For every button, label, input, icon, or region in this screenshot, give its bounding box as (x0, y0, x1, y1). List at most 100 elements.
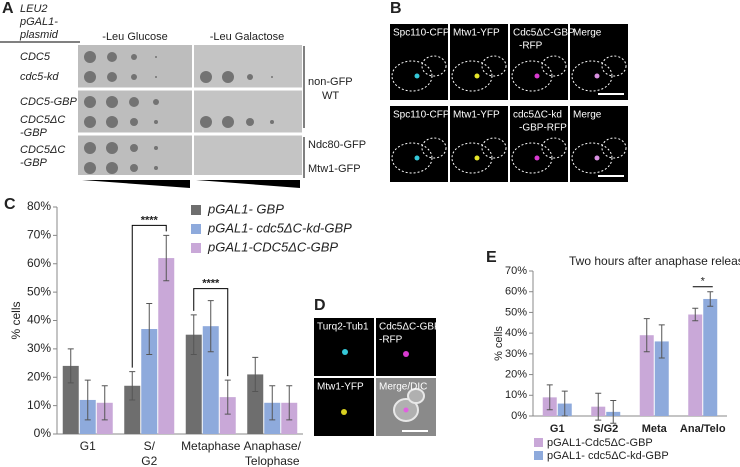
bar (185, 334, 202, 434)
signal-spot (342, 349, 348, 355)
panel-letter: C (4, 196, 16, 213)
plate (194, 45, 302, 175)
y-tick-label: 70% (505, 265, 527, 277)
panel-letter: D (314, 297, 326, 314)
y-tick-label: 10% (505, 389, 527, 401)
y-tick-label: 30% (27, 341, 51, 355)
yeast-spot (129, 97, 139, 107)
significance-label: **** (202, 278, 220, 290)
bar (688, 314, 703, 416)
significance-label: **** (141, 214, 159, 226)
y-tick-label: 0% (511, 410, 527, 422)
row-label: CDC5 (20, 51, 51, 63)
error-bar (146, 302, 153, 356)
header-label: plasmid (19, 29, 59, 41)
cell-outline (541, 137, 567, 159)
yeast-spot (222, 71, 234, 83)
y-tick-label: 40% (27, 313, 51, 327)
signal-spot (341, 409, 347, 415)
cell-outline (481, 137, 507, 159)
yeast-spot (247, 74, 253, 80)
cell-outline (571, 142, 613, 174)
cell-outline (601, 137, 627, 159)
legend-label: pGAL1-CDC5ΔC-GBP (207, 239, 338, 254)
error-bar (546, 384, 553, 411)
yeast-spot (154, 146, 158, 150)
x-tick-label: Anaphase/Telophase (244, 439, 302, 467)
channel-label: Mtw1-YFP (453, 110, 500, 121)
y-tick-label: 20% (505, 368, 527, 380)
yeast-spot (200, 116, 212, 128)
yeast-spot (270, 120, 274, 124)
strain-label: Mtw1-GFP (308, 163, 361, 175)
legend-label: pGAL1-Cdc5ΔC-GBP (547, 437, 653, 449)
bar (654, 341, 669, 416)
row-label: CDC5-GBP (20, 96, 78, 108)
cell-outline (571, 60, 613, 92)
x-tick-label: Meta (642, 423, 668, 435)
y-axis-label: % cells (493, 326, 505, 361)
yeast-spot (154, 166, 158, 170)
bar (62, 365, 79, 434)
strain-label: non-GFP (308, 76, 353, 88)
cell-outline (511, 60, 553, 92)
cell-outline (601, 55, 627, 77)
channel-label: Turq2-Tub1 (317, 322, 369, 333)
panel-letter: A (2, 0, 14, 17)
cell-outline (391, 60, 433, 92)
dilution-wedge (196, 180, 300, 188)
cell-outline (391, 142, 433, 174)
row-label: CDC5ΔC (20, 144, 65, 156)
x-tick-label: Ana/Telo (680, 423, 726, 435)
bar (158, 258, 175, 434)
signal-spot (594, 155, 600, 161)
legend-swatch (191, 205, 201, 215)
error-bar (561, 390, 568, 417)
cell-outline (421, 137, 447, 159)
signal-spot (534, 155, 540, 161)
legend-swatch (534, 451, 543, 460)
error-bar (190, 314, 197, 356)
channel-label: -GBP-RFP (519, 123, 567, 134)
dilution-wedge (82, 180, 190, 188)
significance-label: * (701, 276, 706, 288)
yeast-spot (84, 71, 96, 83)
y-tick-label: 10% (27, 398, 51, 412)
x-tick-label: G1 (80, 439, 96, 453)
channel-label: cdc5ΔC-kd (513, 110, 562, 121)
y-tick-label: 60% (27, 256, 51, 270)
yeast-spot (84, 116, 96, 128)
yeast-spot (130, 144, 138, 152)
header-label: LEU2 (20, 3, 48, 15)
yeast-spot (154, 120, 158, 124)
yeast-spot (84, 51, 96, 63)
error-bar (707, 291, 714, 307)
error-bar (643, 318, 650, 353)
yeast-spot (155, 56, 157, 58)
micrograph (314, 318, 374, 376)
error-bar (163, 234, 170, 282)
error-bar (610, 399, 617, 424)
error-bar (67, 348, 74, 384)
channel-label: Merge (573, 110, 602, 121)
panel-letter: B (390, 0, 402, 17)
signal-spot (474, 73, 480, 79)
y-tick-label: 40% (505, 327, 527, 339)
legend-label: pGAL1- cdc5ΔC-kd-GBP (207, 220, 352, 235)
cell-dic (407, 388, 425, 404)
yeast-spot (84, 96, 96, 108)
column-label: -Leu Glucose (102, 31, 167, 43)
error-bar (269, 385, 276, 421)
yeast-spot (131, 74, 137, 80)
chart-title: Two hours after anaphase release (569, 254, 740, 268)
y-tick-label: 50% (505, 306, 527, 318)
bar (124, 385, 141, 434)
cell-outline (451, 142, 493, 174)
x-tick-label: S/G2 (593, 423, 618, 435)
y-tick-label: 0% (34, 426, 52, 440)
row-label: -GBP (20, 127, 48, 139)
y-tick-label: 50% (27, 284, 51, 298)
column-label: -Leu Galactose (210, 31, 285, 43)
error-bar (224, 379, 231, 415)
channel-label: -RFP (379, 335, 403, 346)
